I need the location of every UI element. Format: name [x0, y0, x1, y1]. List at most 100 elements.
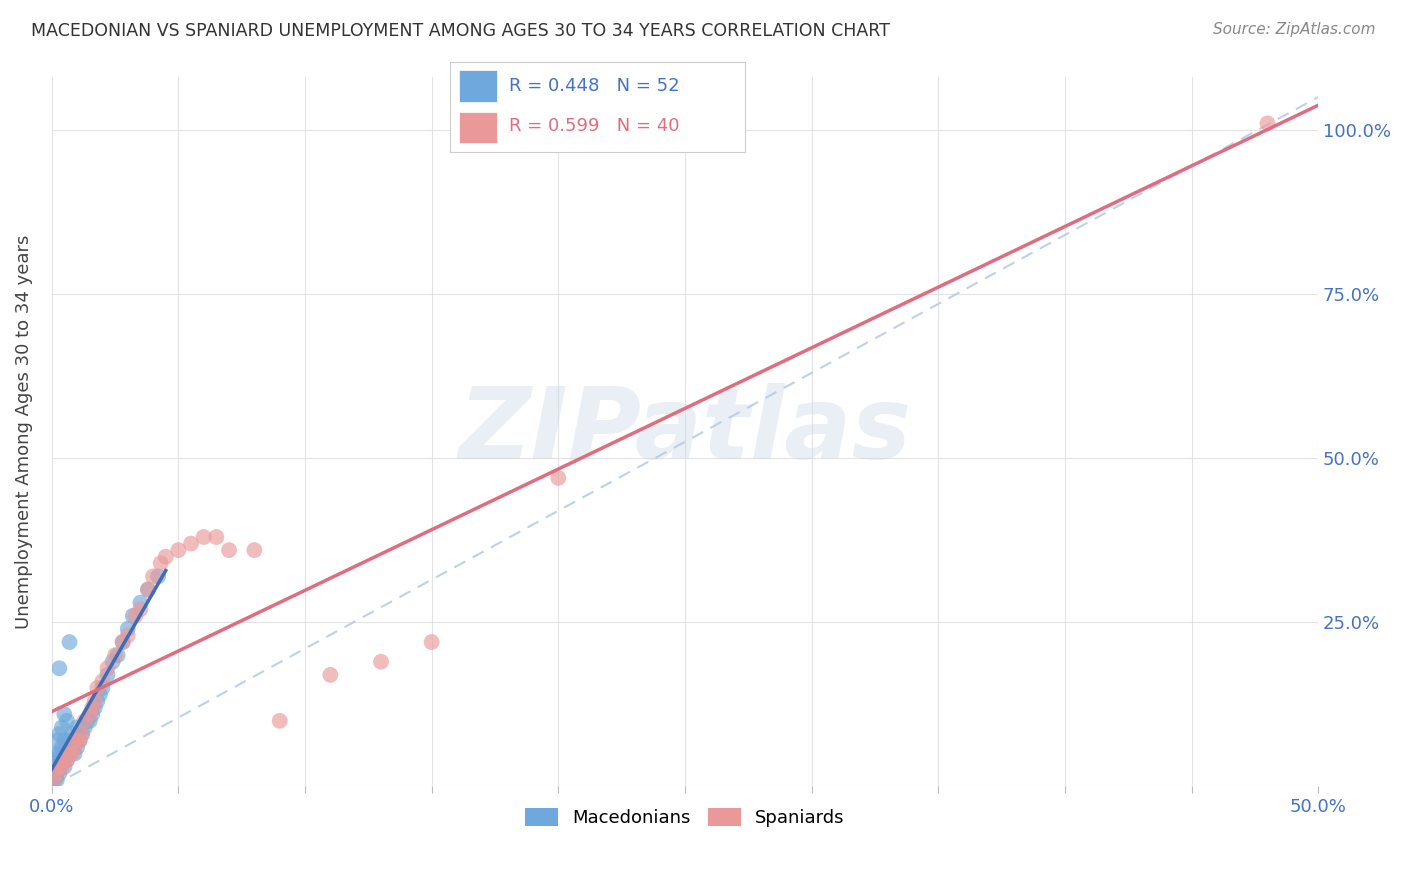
Point [91, 681, 114, 695]
Point [146, 569, 169, 583]
Point [1256, 116, 1278, 130]
Point [48, 766, 70, 780]
Point [45, 772, 67, 787]
Point [45, 747, 67, 761]
Point [83, 694, 105, 708]
Point [129, 596, 152, 610]
Point [63, 747, 86, 761]
Point [142, 569, 165, 583]
Point [269, 714, 291, 728]
Point [111, 635, 134, 649]
Point [69, 733, 91, 747]
Point [111, 635, 134, 649]
Point [45, 766, 67, 780]
Point [319, 668, 342, 682]
Point [205, 530, 228, 544]
Point [58, 747, 80, 761]
Point [51, 753, 73, 767]
Point [51, 740, 73, 755]
Point [45, 766, 67, 780]
Point [73, 714, 96, 728]
Point [91, 674, 114, 689]
Point [193, 530, 215, 544]
Point [243, 543, 266, 558]
Point [136, 582, 159, 597]
Point [70, 727, 93, 741]
Point [60, 740, 83, 755]
Point [53, 760, 76, 774]
Text: MACEDONIAN VS SPANIARD UNEMPLOYMENT AMONG AGES 30 TO 34 YEARS CORRELATION CHART: MACEDONIAN VS SPANIARD UNEMPLOYMENT AMON… [31, 22, 890, 40]
Point [129, 602, 152, 616]
Point [51, 720, 73, 734]
Point [180, 536, 202, 550]
Text: ZIPatlas: ZIPatlas [458, 384, 911, 481]
Point [44, 760, 66, 774]
Point [48, 747, 70, 761]
Point [45, 733, 67, 747]
Point [83, 700, 105, 714]
Point [45, 760, 67, 774]
FancyBboxPatch shape [458, 70, 498, 102]
Point [63, 733, 86, 747]
Point [117, 628, 139, 642]
Point [44, 772, 66, 787]
Point [136, 582, 159, 597]
Point [58, 747, 80, 761]
Point [124, 608, 146, 623]
Point [60, 747, 83, 761]
Point [60, 727, 83, 741]
Point [58, 635, 80, 649]
Point [82, 700, 104, 714]
Text: R = 0.599   N = 40: R = 0.599 N = 40 [509, 117, 679, 136]
Point [79, 714, 101, 728]
Point [53, 707, 76, 722]
Y-axis label: Unemployment Among Ages 30 to 34 years: Unemployment Among Ages 30 to 34 years [15, 235, 32, 629]
Point [51, 760, 73, 774]
Point [155, 549, 177, 564]
Point [44, 772, 66, 787]
Point [48, 760, 70, 774]
Point [86, 694, 108, 708]
Point [96, 661, 118, 675]
Point [48, 760, 70, 774]
Point [104, 648, 127, 663]
Point [69, 733, 91, 747]
Point [149, 556, 172, 570]
Point [121, 608, 143, 623]
Point [53, 747, 76, 761]
Point [86, 681, 108, 695]
Point [48, 727, 70, 741]
Point [117, 622, 139, 636]
Point [53, 753, 76, 767]
Point [101, 655, 124, 669]
Point [44, 766, 66, 780]
Point [48, 661, 70, 675]
Point [370, 655, 392, 669]
Point [89, 688, 111, 702]
Point [79, 707, 101, 722]
Point [96, 668, 118, 682]
Point [63, 740, 86, 755]
Point [70, 727, 93, 741]
Point [56, 753, 79, 767]
Point [107, 648, 129, 663]
FancyBboxPatch shape [458, 112, 498, 143]
Point [73, 720, 96, 734]
Text: R = 0.448   N = 52: R = 0.448 N = 52 [509, 77, 679, 95]
Point [66, 740, 89, 755]
Point [66, 733, 89, 747]
Point [56, 753, 79, 767]
Point [420, 635, 443, 649]
Point [53, 733, 76, 747]
Text: Source: ZipAtlas.com: Source: ZipAtlas.com [1212, 22, 1375, 37]
Point [167, 543, 190, 558]
Point [76, 714, 98, 728]
Point [547, 471, 569, 485]
Point [82, 707, 104, 722]
Point [58, 733, 80, 747]
Point [56, 740, 79, 755]
Point [218, 543, 240, 558]
Point [56, 714, 79, 728]
Point [66, 720, 89, 734]
Legend: Macedonians, Spaniards: Macedonians, Spaniards [517, 800, 852, 834]
